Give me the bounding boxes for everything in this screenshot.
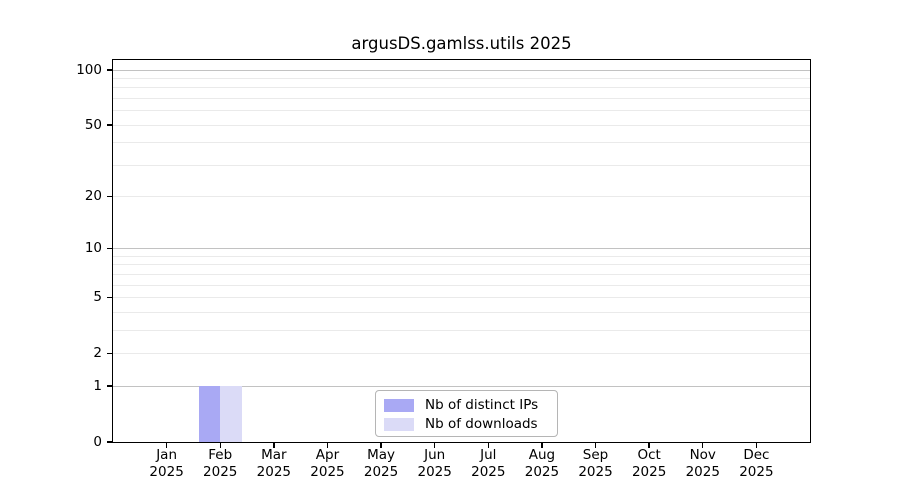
gridline-minor <box>113 124 810 126</box>
y-tick-label: 1 <box>93 377 102 394</box>
y-tick-label: 2 <box>93 344 102 361</box>
x-tick <box>702 443 704 448</box>
x-tick-label: Mar 2025 <box>256 447 292 480</box>
legend: Nb of distinct IPs Nb of downloads <box>375 390 558 437</box>
x-tick-label: Jul 2025 <box>471 447 506 480</box>
gridline-minor <box>113 284 810 286</box>
legend-swatch-distinct-ips <box>384 399 414 412</box>
gridline-minor <box>113 164 810 166</box>
chart-title: argusDS.gamlss.utils 2025 <box>351 34 572 53</box>
gridline-minor <box>113 196 810 198</box>
y-tick-label: 10 <box>84 240 102 257</box>
y-tick-label: 50 <box>84 116 102 133</box>
y-tick <box>107 441 113 443</box>
gridline-minor <box>113 110 810 112</box>
gridline-minor <box>113 297 810 299</box>
x-tick-label: Nov 2025 <box>685 447 720 480</box>
gridline-minor <box>113 255 810 257</box>
x-tick-label: Jan 2025 <box>149 447 184 480</box>
x-tick-label: Jun 2025 <box>417 447 452 480</box>
gridline-major <box>113 385 810 387</box>
gridline-minor <box>113 264 810 266</box>
x-tick <box>433 443 436 448</box>
x-tick <box>380 443 382 448</box>
x-tick-label: Sep 2025 <box>578 447 613 480</box>
x-tick <box>273 443 275 448</box>
gridline-minor <box>113 329 810 331</box>
y-tick <box>107 385 113 387</box>
y-tick <box>107 124 113 126</box>
gridline-minor <box>113 78 810 79</box>
x-tick-label: Aug 2025 <box>524 447 560 480</box>
y-tick <box>107 195 113 198</box>
x-tick <box>648 443 650 448</box>
x-tick <box>594 443 597 448</box>
gridline-minor <box>113 98 810 99</box>
x-tick <box>755 443 758 448</box>
gridline-minor <box>113 311 810 313</box>
x-tick-label: May 2025 <box>363 447 399 480</box>
gridline-major <box>113 69 810 71</box>
y-tick <box>107 352 113 355</box>
x-tick-label: Dec 2025 <box>739 447 774 480</box>
x-tick-label: Oct 2025 <box>631 447 667 480</box>
x-tick <box>219 443 221 448</box>
x-tick-label: Apr 2025 <box>310 447 345 480</box>
x-tick <box>165 443 168 448</box>
y-tick-label: 5 <box>93 289 102 306</box>
legend-label-downloads: Nb of downloads <box>425 416 538 432</box>
y-tick-label: 0 <box>93 433 102 450</box>
y-tick <box>107 69 113 71</box>
x-tick <box>541 443 543 448</box>
bar-distinct-ips-feb <box>198 386 221 442</box>
legend-item-downloads: Nb of downloads <box>384 415 548 434</box>
legend-swatch-downloads <box>384 418 414 431</box>
legend-item-distinct-ips: Nb of distinct IPs <box>384 396 548 415</box>
gridline-major <box>113 248 810 250</box>
x-tick <box>487 443 489 448</box>
gridline-minor <box>113 142 810 144</box>
gridline-minor <box>113 87 810 89</box>
x-tick <box>326 443 329 448</box>
y-tick <box>107 248 113 250</box>
gridline-minor <box>113 352 810 354</box>
x-tick-label: Feb 2025 <box>203 447 238 480</box>
gridline-minor <box>113 273 810 275</box>
y-tick <box>107 296 113 299</box>
bar-downloads-feb <box>220 386 242 442</box>
y-tick-label: 100 <box>76 61 102 78</box>
legend-label-distinct-ips: Nb of distinct IPs <box>425 397 539 413</box>
y-tick-label: 20 <box>84 188 102 205</box>
